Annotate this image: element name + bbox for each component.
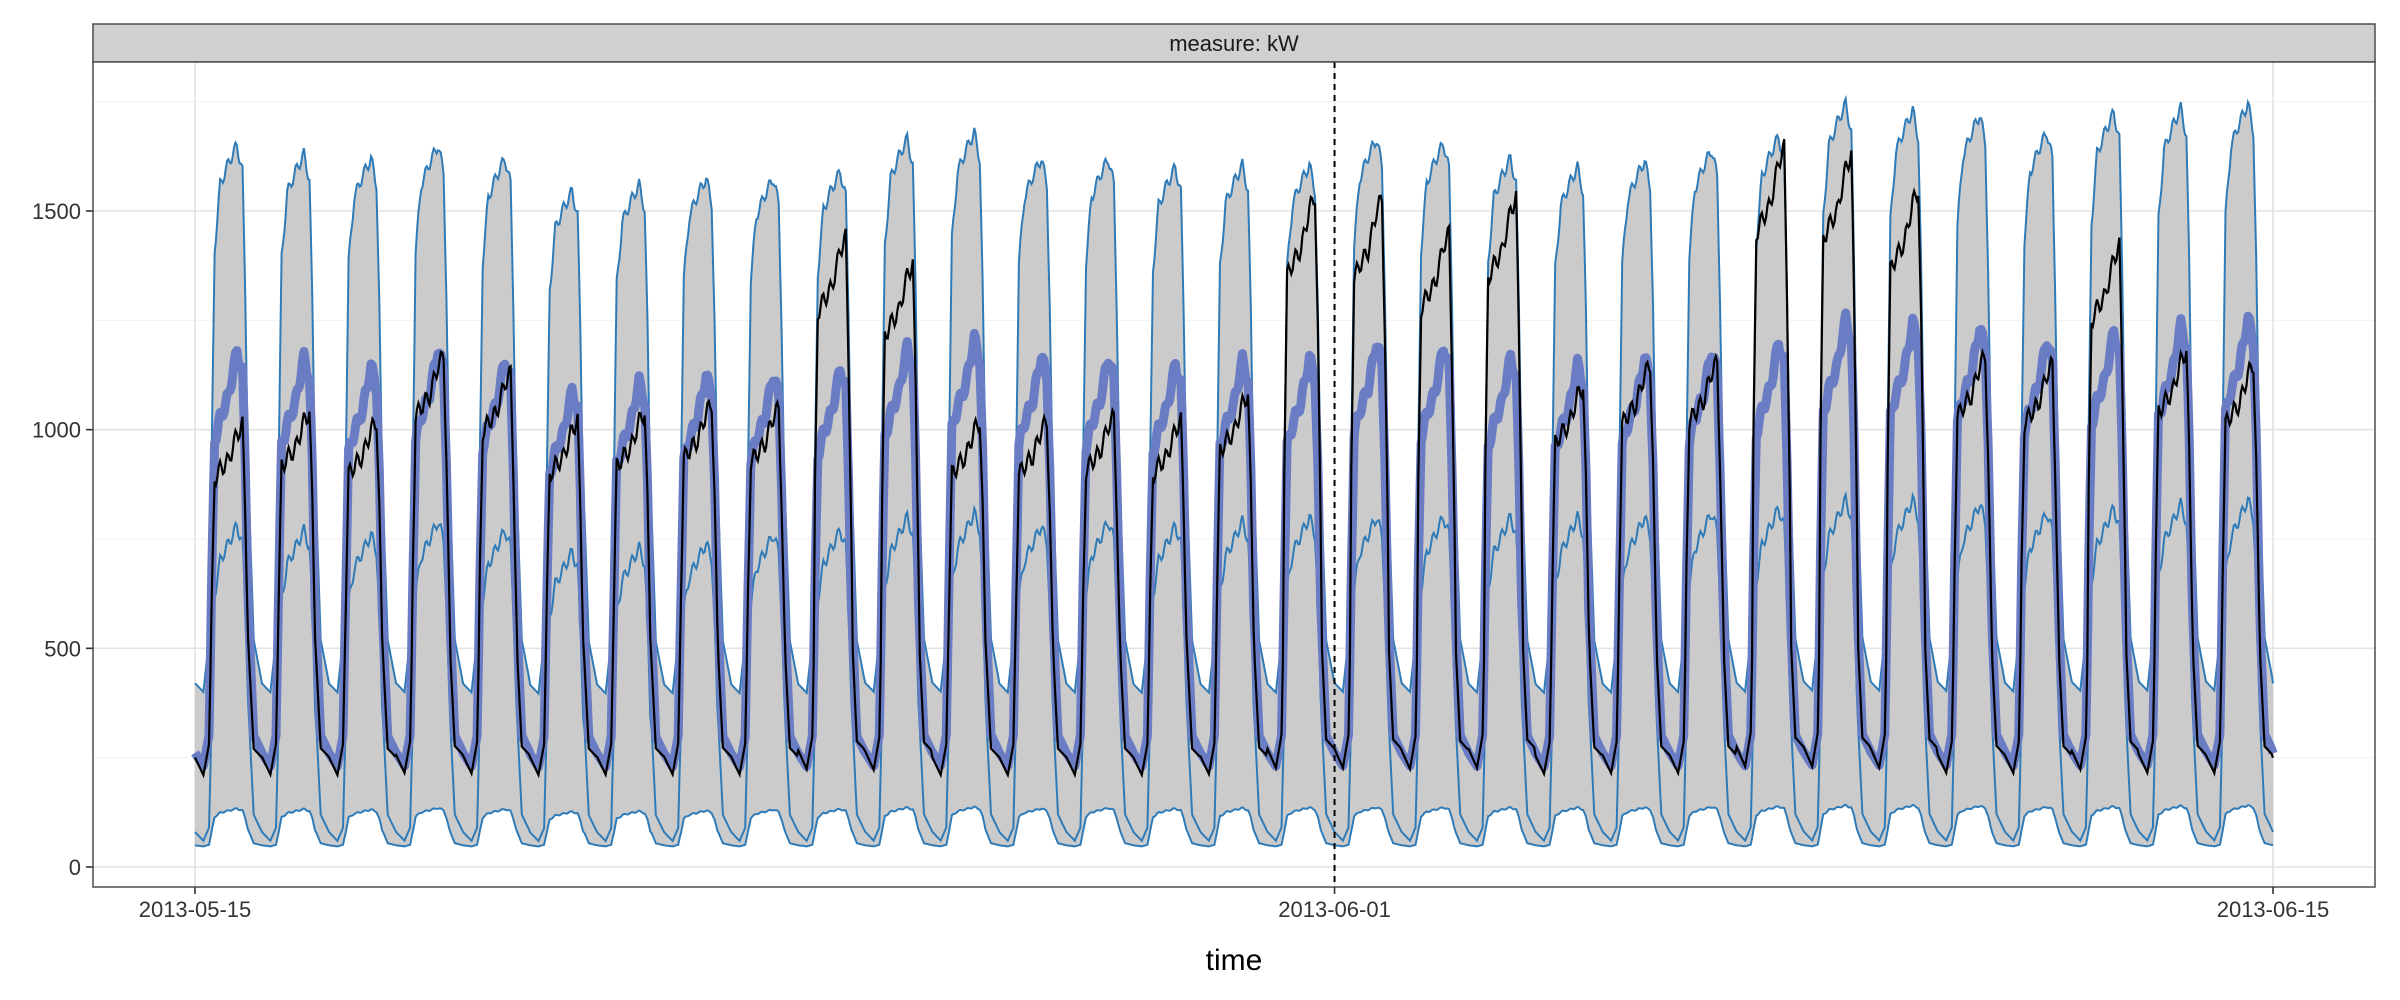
x-axis-title: time: [1206, 944, 1263, 977]
axis-ticks: 0 500 1000 1500 2013-05-15 2013-06-01 2013-06-…: [32, 199, 2329, 922]
y-tick-label: 1000: [32, 418, 81, 443]
x-tick-label: 2013-05-15: [139, 897, 252, 922]
y-tick-label: 0: [69, 855, 81, 880]
plot-panel-border: [92, 61, 2376, 888]
x-tick-label: 2013-06-01: [1278, 897, 1391, 922]
y-tick-label: 1500: [32, 199, 81, 224]
facet-strip: [92, 23, 2376, 63]
series-interval-lower: [194, 490, 2274, 843]
series-lines: [191, 94, 2278, 848]
prediction-interval: [195, 98, 2273, 847]
series-interval-bottom: [194, 803, 2274, 848]
y-tick-label: 500: [44, 636, 81, 661]
interval-band: [195, 98, 2273, 847]
facet-strip-label: measure: kW: [1169, 31, 1299, 56]
series-actual: [194, 138, 2275, 779]
x-tick-label: 2013-06-15: [2217, 897, 2330, 922]
